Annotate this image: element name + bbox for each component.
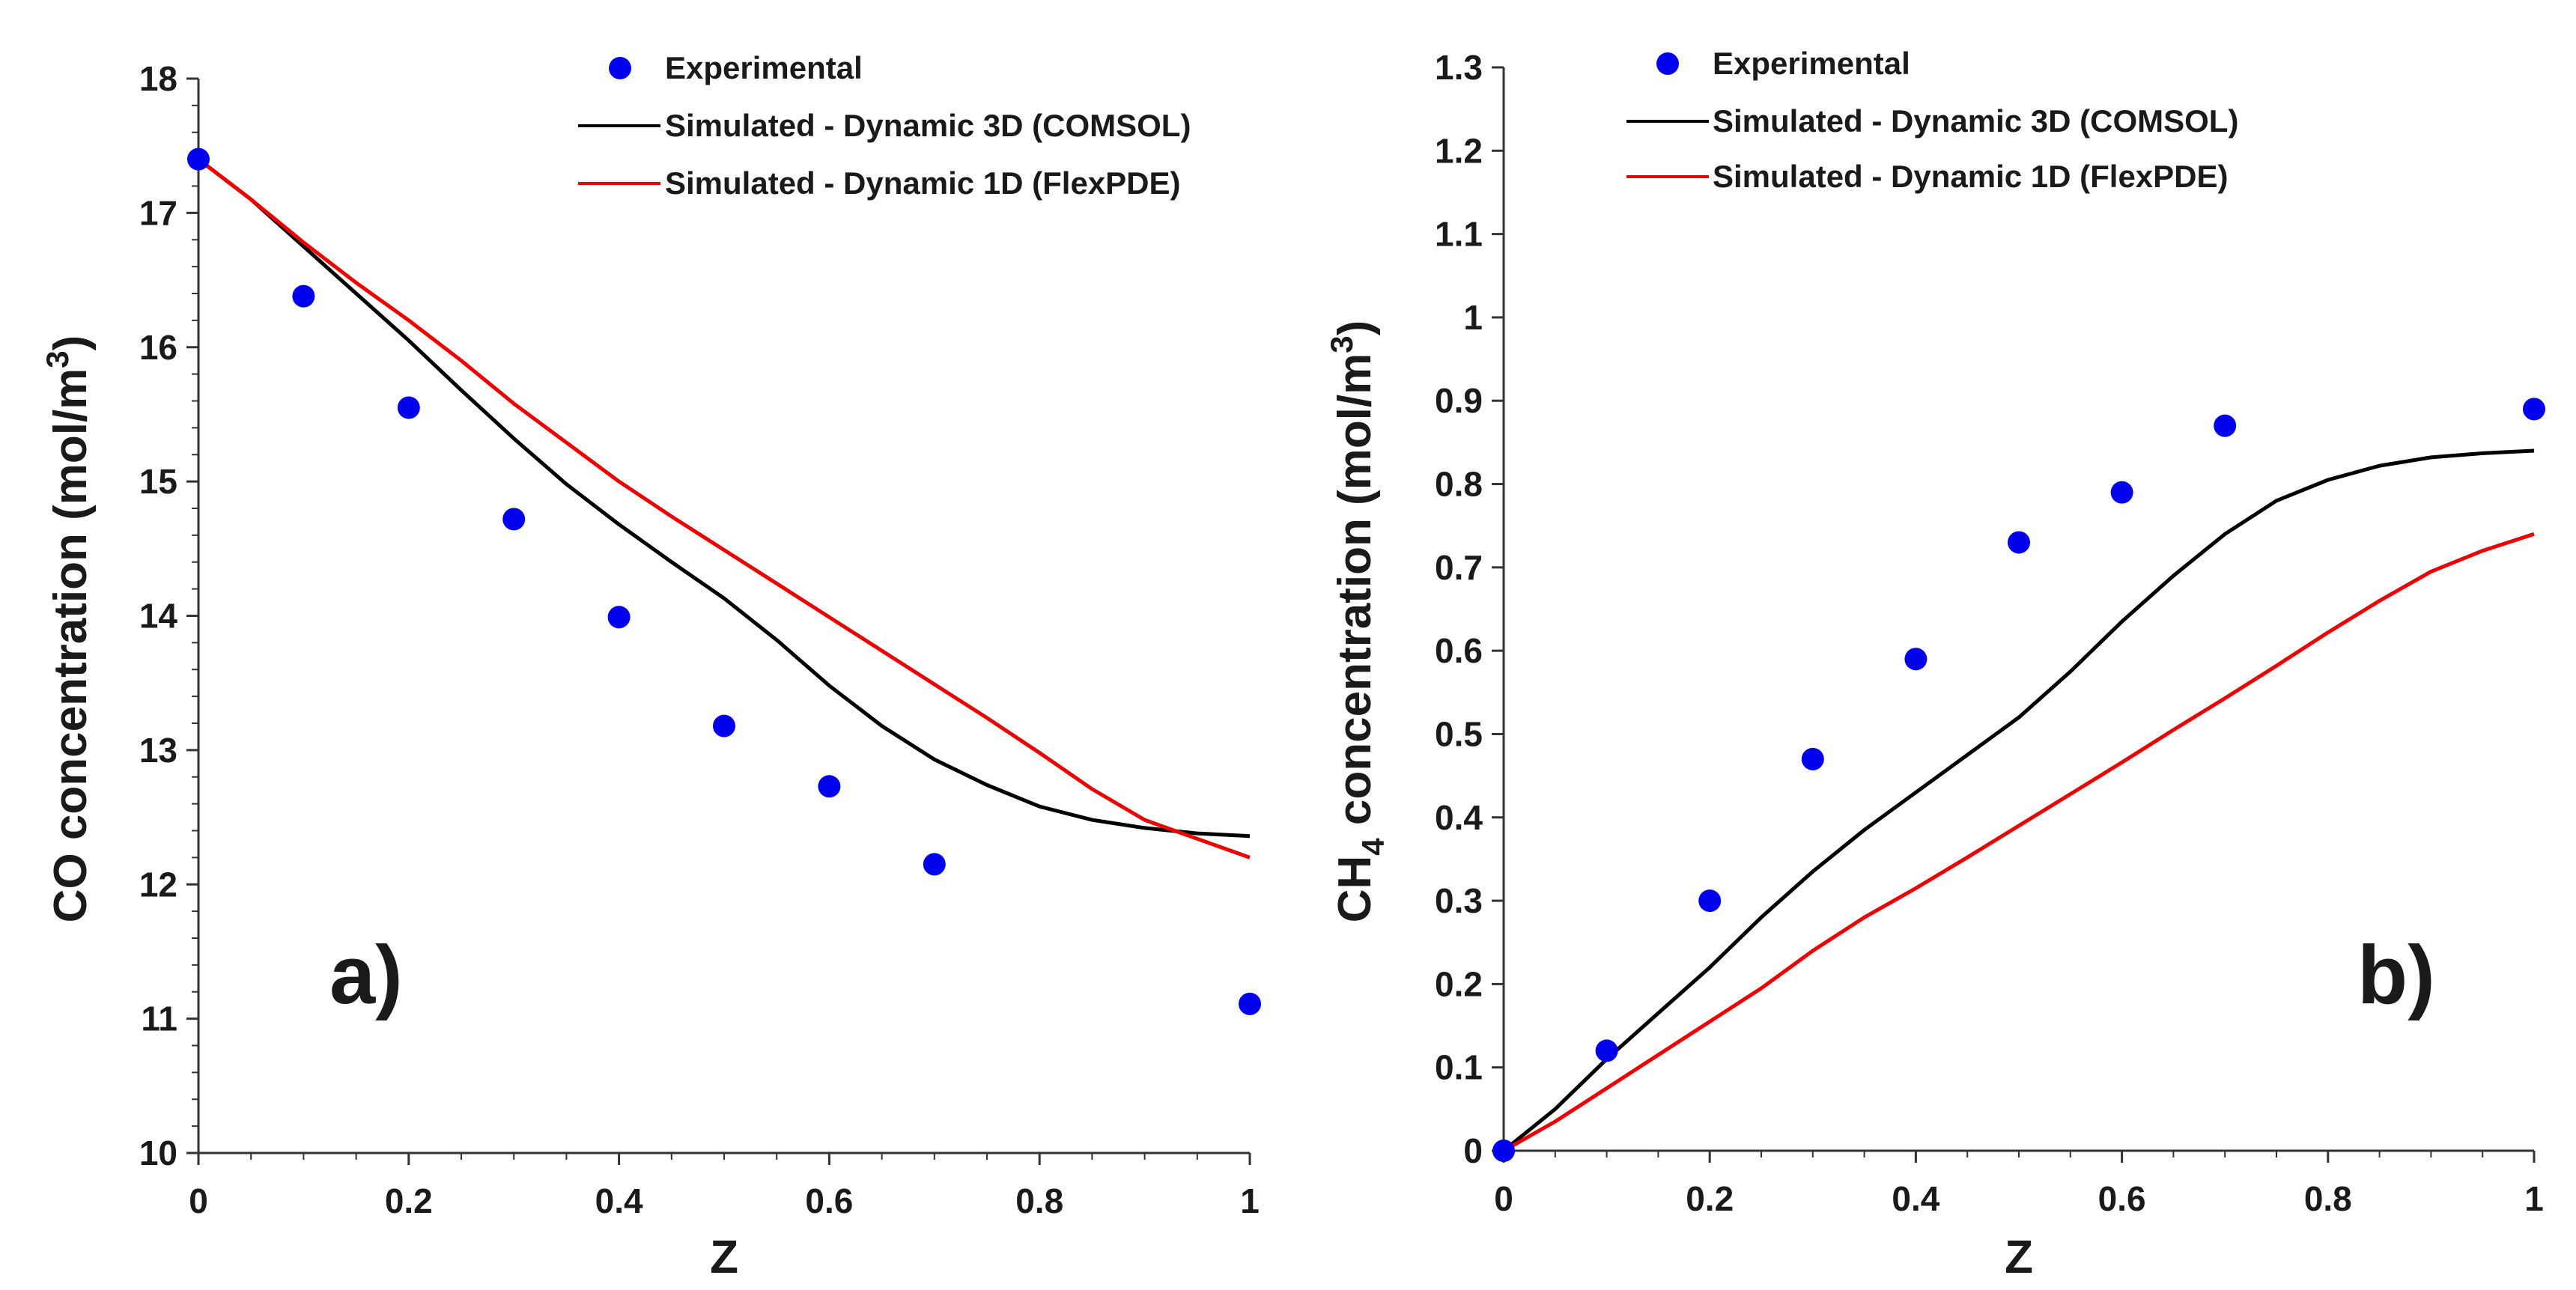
panel-a-experimental-point [502,508,526,531]
panel-b-label: b) [2357,929,2435,1021]
panel-b-experimental-point [2214,414,2237,437]
panel-b-y-tick-label: 1 [1463,298,1483,337]
panel-a-label: a) [329,929,403,1021]
panel-b-series-comsol-line [1502,448,2535,1152]
panel-a-y-tick-label: 16 [139,328,177,367]
panel-a-experimental-point [292,285,315,308]
panel-b-experimental-point [1904,648,1928,671]
panel-b-y-tick-label: 0.8 [1435,465,1483,504]
panel-b-y-tick-label: 0.6 [1435,631,1483,670]
panel-a-y-tick-label: 13 [139,731,177,770]
panel-b-experimental-point [2523,398,2545,421]
panel-b-legend-marker-experimental [1656,52,1679,75]
panel-a-x-tick-label: 0.4 [595,1181,643,1220]
panel-a-y-tick-label: 15 [139,462,177,501]
panel-a-co-chart: 10 11 12 13 14 15 16 17 18 0 0.2 0.4 0.6 0.8 1 Z CO c… [40,50,1261,1283]
panel-a-x-tick-label: 0 [189,1181,208,1220]
panel-a-legend: Experimental Simulated - Dynamic 3D (COM… [578,50,1191,201]
panel-a-x-axis-title: Z [710,1232,738,1283]
panel-a-legend-label-comsol: Simulated - Dynamic 3D (COMSOL) [665,108,1191,143]
panel-b-x-tick-label: 0 [1494,1179,1513,1218]
panel-a-experimental-point [818,775,841,798]
panel-b-x-axis-title: Z [2005,1232,2033,1283]
panel-a-y-axis: 10 11 12 13 14 15 16 17 18 [139,59,200,1172]
panel-b-y-tick-label: 0 [1463,1131,1483,1170]
panel-b-ch4-chart: 0 0.1 0.2 0.3 0.4 0.5 0.6 0.7 0.8 0.9 1 1.1 1.2 1.3 0… [1324,46,2545,1283]
panel-a-lines [197,157,1251,860]
panel-b-y-axis: 0 0.1 0.2 0.3 0.4 0.5 0.6 0.7 0.8 0.9 1 1.1 1.2 1.3 [1435,48,1505,1170]
panel-a-experimental-point [923,853,946,876]
panel-a-x-tick-label: 0.6 [805,1181,853,1220]
panel-b-y-tick-label: 1.1 [1435,215,1483,254]
panel-a-series-comsol-line [197,157,1251,839]
panel-a-x-tick-label: 1 [1240,1181,1260,1220]
panel-a-y-tick-label: 18 [139,59,177,98]
panel-b-points [1492,398,2545,1162]
panel-b-x-tick-label: 1 [2524,1179,2544,1218]
panel-b-legend-label-experimental: Experimental [1713,46,1910,81]
panel-b-x-tick-label: 0.2 [1686,1179,1734,1218]
panel-b-y-tick-label: 0.5 [1435,714,1483,753]
panel-a-x-axis: 0 0.2 0.4 0.6 0.8 1 [189,1151,1260,1220]
panel-a-experimental-point [397,396,420,419]
panel-b-y-tick-label: 1.3 [1435,48,1483,87]
panel-a-legend-label-experimental: Experimental [665,50,863,85]
panel-a-y-tick-label: 12 [139,865,177,904]
panel-b-series-flexpde-line [1502,532,2535,1153]
panel-a-y-tick-label: 17 [139,193,177,232]
panel-a-legend-marker-experimental [609,57,631,79]
panel-b-experimental-point [2110,481,2133,504]
panel-b-y-tick-label: 0.1 [1435,1048,1483,1087]
panel-a-x-tick-label: 0.8 [1015,1181,1063,1220]
panel-a-y-tick-label: 11 [141,1000,177,1038]
panel-b-y-axis-title: CH4 concentration (mol/m3) [1324,320,1391,923]
panel-a-experimental-point [187,147,210,171]
panel-b-x-tick-label: 0.8 [2304,1179,2352,1218]
panel-b-experimental-point [2008,531,2030,554]
panel-b-lines [1502,448,2535,1153]
panel-b-y-tick-label: 0.7 [1435,548,1483,587]
panel-b-x-tick-label: 0.6 [2098,1179,2146,1218]
panel-a-y-axis-title: CO concentration (mol/m3) [40,335,97,923]
panel-a-experimental-point [713,714,735,737]
panel-a-y-tick-label: 14 [139,597,178,636]
panel-b-y-tick-label: 0.4 [1435,798,1483,837]
panel-b-x-axis: 0 0.2 0.4 0.6 0.8 1 [1494,1149,2544,1218]
panel-b-y-tick-label: 1.2 [1435,131,1483,170]
panel-b-legend-label-flexpde: Simulated - Dynamic 1D (FlexPDE) [1713,159,2229,194]
panel-b-y-tick-label: 0.9 [1435,381,1483,420]
panel-a-experimental-point [1239,992,1261,1015]
panel-b-experimental-point [1698,889,1722,913]
panel-b-experimental-point [1801,747,1824,770]
panel-a-x-tick-label: 0.2 [385,1181,433,1220]
panel-b-experimental-point [1595,1039,1618,1062]
panel-b-experimental-point [1492,1140,1515,1162]
panel-b-legend-label-comsol: Simulated - Dynamic 3D (COMSOL) [1713,103,2238,139]
panel-b-y-tick-label: 0.2 [1435,964,1483,1003]
panel-a-legend-label-flexpde: Simulated - Dynamic 1D (FlexPDE) [665,165,1181,201]
panel-a-series-flexpde-line [197,157,1251,860]
panel-b-legend: Experimental Simulated - Dynamic 3D (COM… [1626,46,2238,194]
panel-b-x-tick-label: 0.4 [1892,1179,1939,1218]
panel-a-experimental-point [607,606,631,629]
panel-a-points [187,147,1261,1015]
panel-b-y-tick-label: 0.3 [1435,881,1483,920]
panel-a-y-tick-label: 10 [139,1134,177,1172]
